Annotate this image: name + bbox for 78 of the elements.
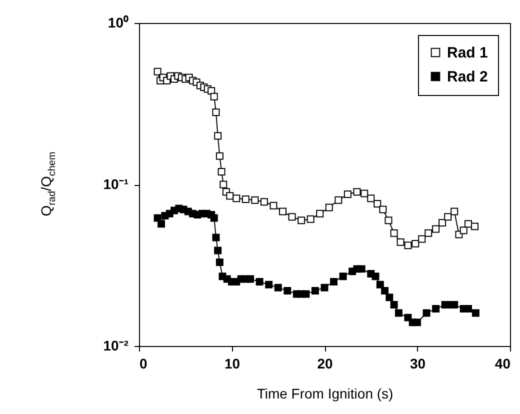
point <box>390 301 398 309</box>
point <box>232 194 240 202</box>
point <box>386 294 394 302</box>
point <box>212 108 220 116</box>
point <box>288 213 296 221</box>
point <box>390 229 398 237</box>
point <box>154 68 162 76</box>
x-axis-title: Time From Ignition (s) <box>256 386 394 402</box>
point <box>210 214 218 222</box>
point <box>302 290 310 298</box>
point <box>218 168 226 176</box>
x-tick-label: 40 <box>494 356 511 372</box>
point <box>246 275 254 283</box>
point <box>298 216 306 224</box>
point <box>358 265 366 273</box>
point <box>325 204 333 212</box>
point <box>334 196 342 204</box>
y-tick-label: 10⁻² <box>103 338 129 354</box>
x-tick-label: 10 <box>224 356 240 372</box>
point <box>311 286 319 294</box>
x-tick-label: 30 <box>410 356 426 372</box>
point <box>376 280 384 288</box>
point <box>450 208 458 216</box>
point <box>226 192 234 200</box>
point <box>214 132 222 140</box>
point <box>432 305 440 313</box>
point <box>216 258 224 266</box>
point <box>412 240 420 248</box>
legend-label: Rad 1 <box>447 44 488 62</box>
point <box>216 152 224 160</box>
point <box>256 278 264 286</box>
point <box>381 286 389 294</box>
point <box>422 309 430 317</box>
x-tick-label: 0 <box>140 356 148 372</box>
point <box>158 220 165 228</box>
point <box>306 215 314 223</box>
point <box>284 286 292 294</box>
point <box>424 229 432 237</box>
point <box>220 180 228 188</box>
point <box>374 200 382 208</box>
point <box>471 222 478 230</box>
point <box>353 188 361 196</box>
legend-label: Rad 2 <box>447 68 488 86</box>
x-tick-label: 20 <box>317 356 333 372</box>
point <box>444 213 452 221</box>
point <box>330 278 338 286</box>
point <box>394 309 402 317</box>
point <box>438 218 446 226</box>
point <box>210 92 218 100</box>
point <box>464 220 472 228</box>
point <box>472 309 480 317</box>
point <box>270 202 278 210</box>
point <box>242 196 250 204</box>
point <box>265 280 273 288</box>
point <box>274 284 282 292</box>
point <box>414 318 421 326</box>
point <box>260 198 268 206</box>
y-tick-label: 10⁻¹ <box>103 176 129 192</box>
point <box>396 238 404 246</box>
point <box>316 210 324 218</box>
y-tick-label: 10⁰ <box>108 14 128 30</box>
point <box>418 235 426 243</box>
point <box>372 272 380 280</box>
point <box>344 190 352 198</box>
point <box>379 206 387 214</box>
point <box>360 190 368 198</box>
point <box>208 87 216 95</box>
point <box>367 194 375 202</box>
point <box>214 246 222 254</box>
point <box>320 284 328 292</box>
point <box>251 196 259 204</box>
point <box>212 234 220 242</box>
point <box>279 208 287 216</box>
point <box>404 242 412 250</box>
point <box>460 226 468 234</box>
point <box>432 225 440 233</box>
point <box>384 216 392 224</box>
point <box>339 272 347 280</box>
